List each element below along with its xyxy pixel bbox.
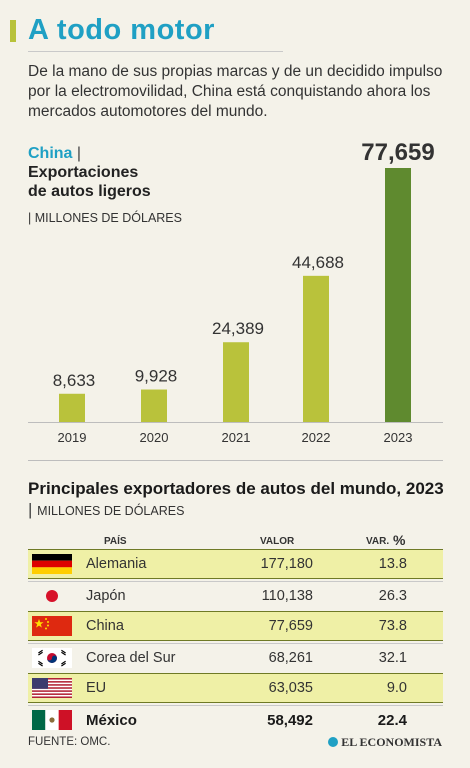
- header-var: VAR.: [366, 536, 390, 547]
- japan-flag-icon: [32, 585, 72, 606]
- value-label-2023: 77,659: [361, 140, 434, 166]
- table-title-separator: |: [28, 500, 33, 519]
- bar-2023: [385, 168, 411, 422]
- table-title: Principales exportadores de autos del mu…: [28, 478, 448, 522]
- x-tick-label-2021: 2021: [222, 430, 251, 445]
- row-value: 63,035: [268, 680, 313, 697]
- row-value: 77,659: [268, 618, 313, 635]
- header-value: VALOR: [260, 536, 295, 547]
- mexico-flag-icon: [32, 709, 72, 730]
- table-title-text: Principales exportadores de autos del mu…: [28, 479, 444, 498]
- table-row: Japón 110,138 26.3: [28, 580, 443, 610]
- row-country: Alemania: [86, 556, 147, 572]
- row-country: México: [86, 711, 137, 729]
- title-rule: [28, 51, 283, 52]
- chart-unit: | MILLONES DE DÓLARES: [28, 211, 182, 225]
- title-accent-bar: [10, 20, 16, 42]
- row-var: 32.1: [378, 649, 407, 666]
- row-country: Corea del Sur: [86, 649, 176, 666]
- lead-paragraph: De la mano de sus propias marcas y de un…: [28, 63, 443, 120]
- section-divider: [28, 460, 443, 461]
- row-value: 110,138: [261, 587, 313, 604]
- row-value: 68,261: [268, 649, 313, 666]
- row-var: 22.4: [377, 711, 407, 729]
- row-var: 26.3: [378, 587, 407, 604]
- table-row: EU 63,035 9.0: [28, 673, 443, 704]
- value-label-2020: 9,928: [135, 367, 178, 386]
- source-note: FUENTE: OMC.: [28, 736, 111, 748]
- table-row: China 77,659 73.8: [28, 611, 443, 642]
- brand-name: EL ECONOMISTA: [341, 735, 442, 749]
- table-row: México 58,492 22.4: [28, 704, 443, 734]
- value-label-2022: 44,688: [292, 253, 344, 272]
- row-value: 58,492: [267, 711, 313, 729]
- chart-heading-separator: |: [76, 145, 82, 162]
- usa-flag-icon: [32, 678, 72, 699]
- brand-icon: [328, 737, 339, 747]
- row-var: 73.8: [378, 618, 407, 635]
- chart-subtitle-line1: Exportaciones: [28, 164, 139, 181]
- table-row: Alemania 177,180 13.8: [28, 549, 443, 579]
- header-country: PAÍS: [104, 536, 127, 547]
- bar-2020: [141, 389, 167, 422]
- row-country: Japón: [86, 587, 126, 604]
- exports-bar-chart: 8,633 2019 9,928 2020 24,389 2021 44,688 2022 77…: [28, 140, 443, 445]
- table-unit: MILLONES DE DÓLARES: [37, 504, 185, 518]
- exporters-table: Alemania 177,180 13.8 Japón 110,138 26.3…: [28, 549, 443, 736]
- row-value: 177,180: [260, 556, 313, 572]
- x-tick-label-2022: 2022: [302, 430, 331, 445]
- bar-2019: [59, 393, 85, 422]
- germany-flag-icon: [32, 554, 72, 574]
- x-tick-label-2019: 2019: [58, 430, 87, 445]
- row-country: China: [86, 618, 124, 635]
- brand-logo: EL ECONOMISTA: [328, 735, 442, 750]
- chart-country: China: [28, 145, 73, 162]
- china-flag-icon: [32, 616, 72, 637]
- x-tick-label-2020: 2020: [140, 430, 169, 445]
- page-title: A todo motor: [28, 14, 215, 46]
- value-label-2021: 24,389: [212, 319, 264, 338]
- south-korea-flag-icon: [32, 647, 72, 668]
- value-label-2019: 8,633: [53, 371, 96, 390]
- chart-subtitle-line2: de autos ligeros: [28, 183, 151, 200]
- chart-heading: China | Exportaciones de autos ligeros: [28, 144, 151, 201]
- row-country: EU: [86, 680, 107, 697]
- table-header: PAÍS VALOR VAR. %: [28, 532, 443, 550]
- row-var: 13.8: [378, 556, 407, 572]
- bar-2022: [303, 275, 329, 422]
- row-var: 9.0: [386, 680, 407, 697]
- bar-2021: [223, 342, 249, 422]
- table-row: Corea del Sur 68,261 32.1: [28, 642, 443, 672]
- x-tick-label-2023: 2023: [384, 430, 413, 445]
- header-pct: %: [393, 532, 406, 548]
